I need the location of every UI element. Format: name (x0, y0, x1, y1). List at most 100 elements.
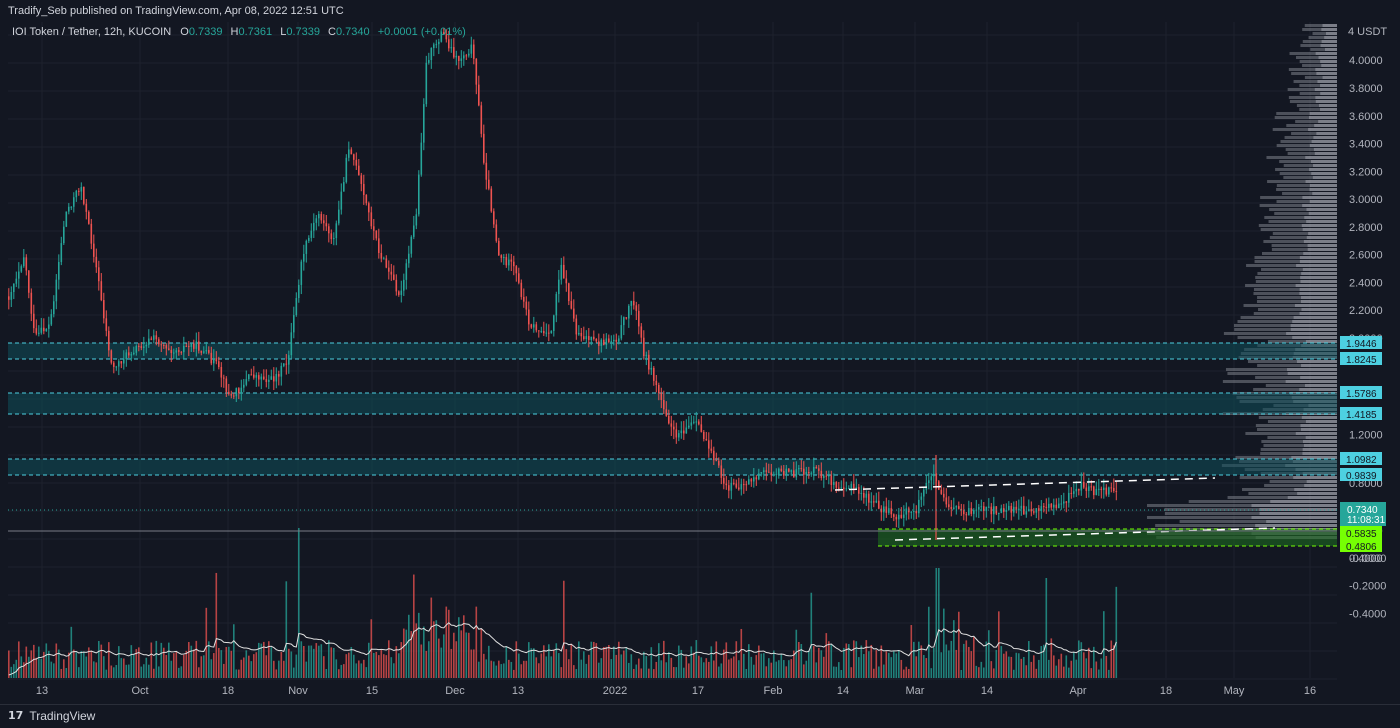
profile-bar-inner (1293, 476, 1337, 479)
candle-body (618, 338, 620, 342)
candle-body (168, 348, 170, 350)
candle-body (718, 460, 720, 466)
price-chart[interactable]: 4.0000 3.8000 3.6000 3.4000 3.2000 3.0000 2.80… (0, 0, 1400, 704)
volume-bar (493, 661, 495, 678)
candle-body (1013, 506, 1015, 513)
candle-body (133, 352, 135, 355)
profile-bar-inner (1285, 380, 1337, 383)
profile-bar-inner (1302, 268, 1337, 271)
candle-body (948, 504, 950, 507)
volume-bar (870, 644, 873, 678)
profile-bar (1304, 24, 1337, 27)
candle-body (23, 257, 25, 267)
profile-bar-inner (1306, 236, 1337, 239)
profile-bar (1246, 264, 1337, 267)
candle-body (655, 380, 658, 385)
candle-body (1033, 511, 1035, 513)
profile-bar-inner (1320, 108, 1337, 111)
candle-body (213, 358, 215, 364)
volume-bar (890, 657, 893, 678)
profile-bar (1269, 236, 1337, 239)
volume-bar (533, 648, 535, 678)
volume-bar (658, 643, 660, 678)
volume-bar (965, 640, 968, 678)
volume-bar (318, 645, 320, 678)
candle-body (970, 508, 973, 514)
profile-bar (1264, 484, 1337, 487)
candle-body (560, 264, 563, 280)
volume-bar (30, 650, 33, 678)
volume-bar (880, 645, 883, 678)
profile-bar (1286, 124, 1337, 127)
candle-body (55, 279, 58, 302)
volume-bar (593, 641, 595, 678)
volume-bar (165, 655, 168, 678)
candle-body (235, 388, 238, 397)
price-tag-label: 1.5786 (1346, 389, 1377, 400)
time-tick-label: Nov (288, 685, 308, 697)
profile-bar-inner (1324, 36, 1337, 39)
profile-bar (1302, 28, 1337, 31)
volume-bar (190, 645, 193, 678)
candle-body (348, 149, 350, 158)
volume-bar (415, 623, 418, 678)
candle-body (83, 186, 85, 204)
profile-bar-inner (1290, 328, 1337, 331)
volume-bar (673, 667, 675, 678)
profile-bar-inner (1304, 216, 1337, 219)
profile-bar (1269, 480, 1337, 483)
candle-body (13, 283, 15, 293)
volume-bar (688, 663, 690, 678)
candle-body (1045, 506, 1048, 508)
candle-body (950, 506, 953, 509)
volume-bar (365, 667, 368, 678)
volume-bar (473, 649, 475, 678)
volume-bar (193, 649, 195, 678)
candle-body (460, 58, 463, 61)
volume-bar (603, 647, 605, 678)
volume-bar (315, 643, 318, 678)
candle-body (153, 335, 155, 340)
volume-bar (403, 628, 405, 678)
volume-bar (503, 663, 505, 678)
profile-bar (1284, 136, 1337, 139)
candle-body (385, 258, 388, 268)
volume-bar (443, 634, 445, 678)
volume-bar (448, 609, 450, 678)
volume-bar (810, 592, 813, 678)
candle-body (498, 240, 500, 256)
volume-bar (1060, 653, 1063, 678)
candle-body (680, 430, 683, 434)
candle-body (725, 483, 728, 486)
upper-trendline[interactable] (834, 477, 1216, 491)
time-tick-label: Apr (1069, 685, 1086, 697)
volume-bar (435, 620, 438, 678)
tradingview-logo[interactable]: 17 TradingView (8, 705, 95, 727)
profile-bar-inner (1320, 92, 1337, 95)
volume-bar (1095, 661, 1098, 678)
candle-body (225, 378, 228, 392)
volume-bar (968, 646, 970, 678)
candle-body (633, 300, 635, 306)
time-tick-label: Dec (445, 685, 465, 697)
candle-body (553, 315, 555, 331)
time-axis[interactable]: 13 Oct 18 Nov 15 Dec 13 2022 17 Feb 14 Mar 14 Apr 18 Ma… (36, 685, 1316, 697)
candle-body (245, 379, 248, 385)
candle-body (238, 388, 240, 394)
candle-body (848, 488, 850, 490)
candle-body (163, 344, 165, 346)
candle-body (748, 479, 750, 485)
volume-bar (355, 663, 358, 678)
volume-bar (113, 667, 115, 678)
candle-body (938, 481, 940, 490)
profile-bar (1302, 64, 1337, 67)
candle-body (205, 350, 208, 352)
lower-trendline[interactable] (894, 527, 1276, 541)
candle-body (605, 338, 608, 345)
footer: 17 TradingView (0, 704, 1400, 728)
volume-bar (1003, 653, 1005, 678)
candle-body (920, 496, 923, 500)
profile-bar-inner (1287, 368, 1337, 371)
candle-body (90, 223, 93, 244)
candle-body (398, 291, 400, 295)
